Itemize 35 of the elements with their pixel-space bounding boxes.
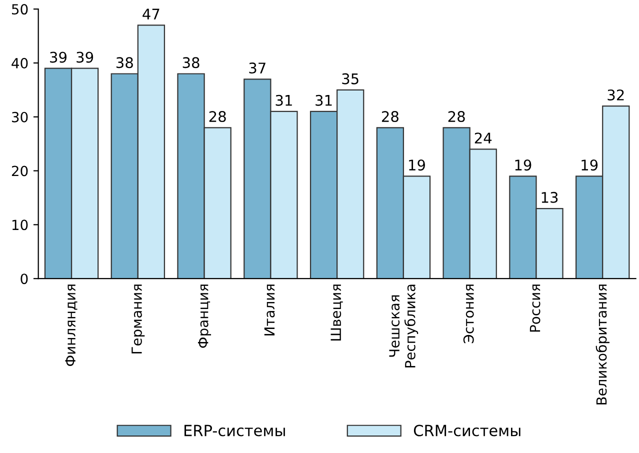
x-tick-label: Германия: [132, 284, 145, 354]
data-label: 19: [409, 160, 425, 171]
data-label: 28: [382, 111, 398, 122]
data-label: 31: [276, 94, 292, 106]
data-label: 28: [209, 111, 226, 122]
data-label: 47: [142, 8, 160, 20]
legend-label: CRM-системы: [414, 424, 520, 436]
x-tick-label: Швеция: [330, 284, 343, 341]
data-label: 28: [448, 111, 465, 122]
y-tick-label: 40: [12, 58, 28, 68]
x-tick-label: Италия: [264, 284, 275, 336]
data-label: 38: [182, 57, 200, 68]
data-label: 38: [116, 57, 133, 68]
y-tick-label: 50: [12, 4, 28, 15]
data-label: 39: [76, 52, 94, 63]
y-tick-label: 30: [12, 112, 28, 122]
y-tick-label: 0: [20, 274, 28, 284]
data-label: 39: [50, 52, 67, 63]
data-label: 19: [582, 160, 598, 171]
legend-label: ERP-системы: [184, 424, 285, 436]
x-tick-label: Россия: [530, 284, 540, 332]
x-tick-label: Чешская Республика: [389, 284, 418, 368]
data-label: 32: [608, 89, 624, 100]
data-label: 24: [474, 132, 492, 144]
data-label: 31: [316, 94, 332, 106]
x-tick-label: Великобритания: [596, 284, 610, 404]
x-tick-label: Франция: [198, 284, 212, 348]
data-label: 19: [515, 160, 532, 171]
data-label: 37: [249, 62, 266, 74]
data-label: 35: [342, 73, 358, 84]
x-tick-label: Эстония: [463, 284, 474, 344]
y-tick-label: 10: [12, 220, 28, 230]
x-tick-label: Финляндия: [65, 284, 78, 366]
y-tick-label: 20: [12, 166, 28, 176]
data-label: 13: [542, 192, 558, 203]
